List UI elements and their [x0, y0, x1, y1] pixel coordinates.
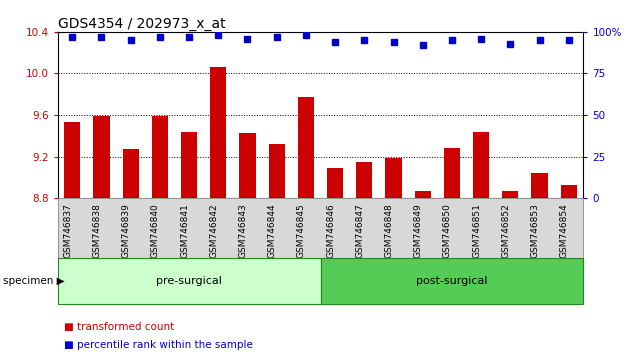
Text: GSM746844: GSM746844 [268, 203, 277, 258]
Text: GSM746839: GSM746839 [122, 203, 131, 258]
Text: GSM746838: GSM746838 [92, 203, 101, 258]
Bar [327, 168, 343, 198]
Text: GDS4354 / 202973_x_at: GDS4354 / 202973_x_at [58, 17, 226, 31]
Bar [320, 258, 583, 304]
Bar [415, 191, 431, 198]
Text: specimen ▶: specimen ▶ [3, 276, 65, 286]
Text: ■ transformed count: ■ transformed count [64, 322, 174, 332]
Bar [531, 173, 547, 198]
Text: GSM746848: GSM746848 [385, 203, 394, 258]
Bar [122, 149, 138, 198]
Text: GSM746852: GSM746852 [501, 203, 510, 258]
Text: GSM746843: GSM746843 [238, 203, 247, 258]
Bar [269, 144, 285, 198]
Text: post-surgical: post-surgical [416, 276, 488, 286]
Bar [58, 258, 320, 304]
Text: GSM746849: GSM746849 [413, 203, 422, 258]
Bar [503, 191, 519, 198]
Bar [356, 162, 372, 198]
Bar [64, 122, 80, 198]
Bar [385, 158, 401, 198]
Bar [210, 67, 226, 198]
Bar [240, 133, 256, 198]
Bar [561, 185, 577, 198]
Text: GSM746841: GSM746841 [180, 203, 189, 258]
Bar [181, 132, 197, 198]
Text: GSM746851: GSM746851 [472, 203, 481, 258]
Text: GSM746846: GSM746846 [326, 203, 335, 258]
Text: GSM746842: GSM746842 [210, 203, 219, 258]
Bar [298, 97, 314, 198]
Text: ■ percentile rank within the sample: ■ percentile rank within the sample [64, 340, 253, 350]
Text: GSM746840: GSM746840 [151, 203, 160, 258]
Text: GSM746854: GSM746854 [560, 203, 569, 258]
Text: GSM746853: GSM746853 [531, 203, 540, 258]
Text: pre-surgical: pre-surgical [156, 276, 222, 286]
Bar [94, 116, 110, 198]
Bar [444, 148, 460, 198]
Bar [473, 132, 489, 198]
Text: GSM746847: GSM746847 [355, 203, 364, 258]
Text: GSM746850: GSM746850 [443, 203, 452, 258]
Bar [152, 116, 168, 198]
Text: GSM746837: GSM746837 [63, 203, 72, 258]
Text: GSM746845: GSM746845 [297, 203, 306, 258]
